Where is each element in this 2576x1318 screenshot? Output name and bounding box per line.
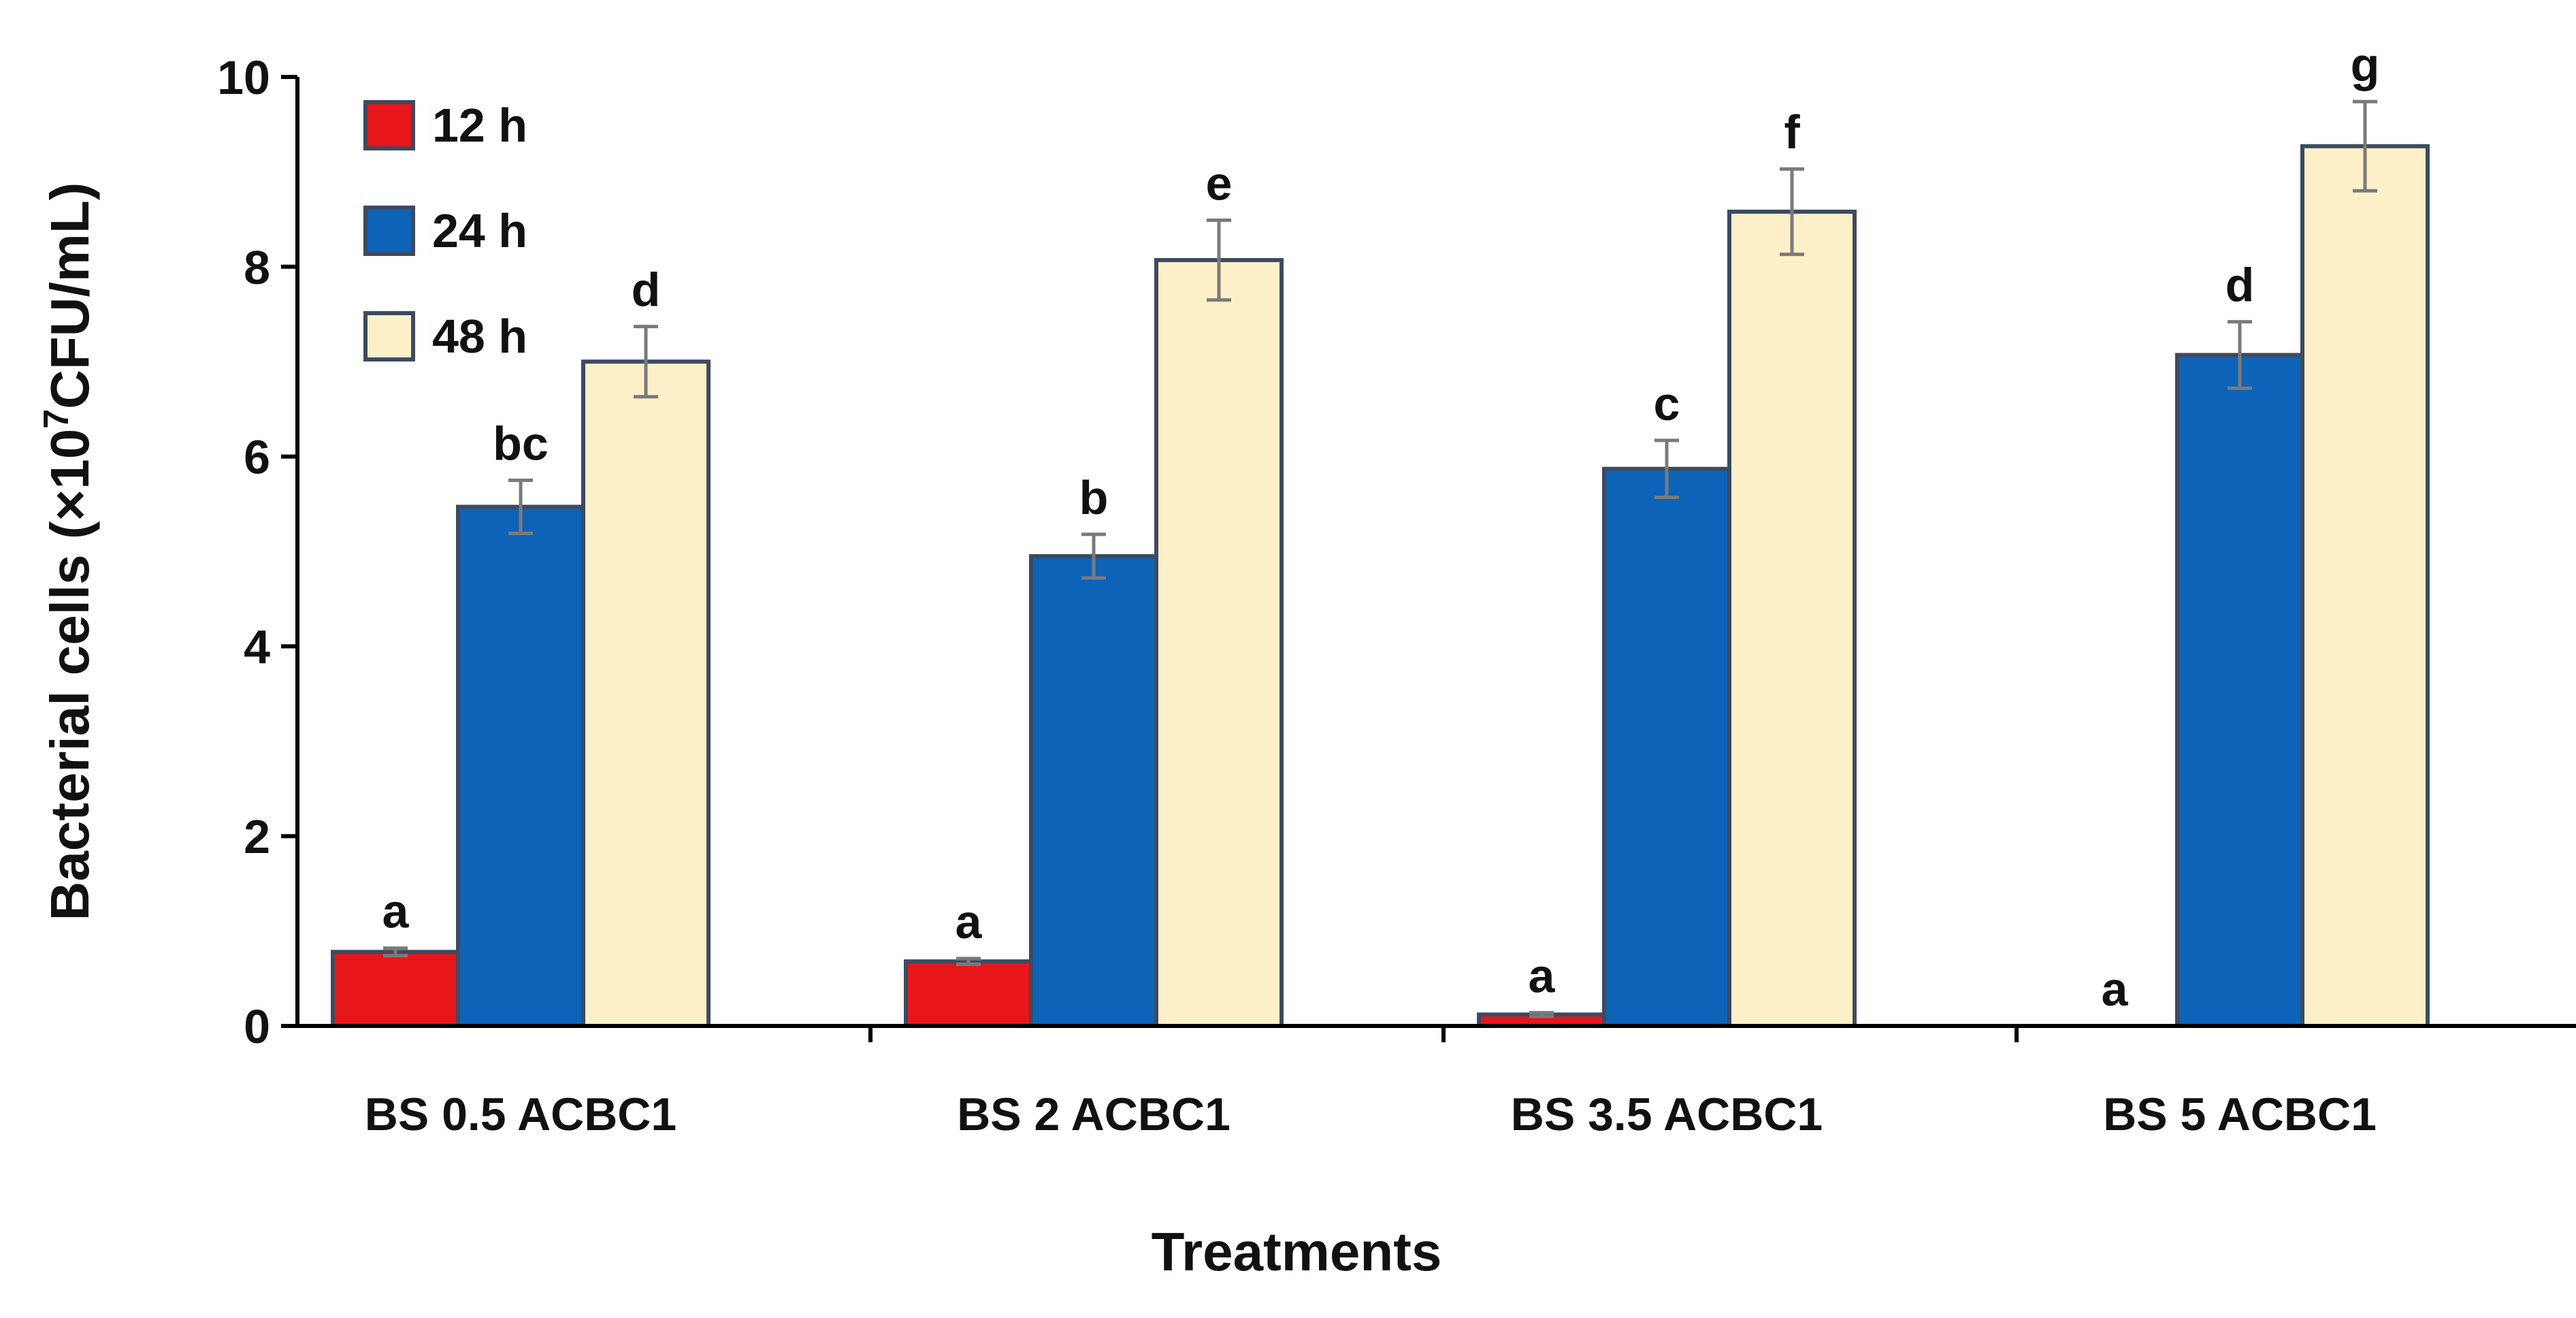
legend-swatch: [363, 206, 415, 256]
bar: [904, 959, 1033, 1029]
significance-label: e: [1206, 157, 1233, 210]
axes: [295, 77, 2576, 1028]
legend-label: 24 h: [432, 204, 527, 257]
y-tick-label: 2: [244, 810, 270, 863]
y-tick-label: 4: [244, 620, 270, 673]
legend-swatch: [363, 311, 415, 361]
significance-label: d: [2226, 259, 2255, 312]
y-tick-label: 6: [244, 431, 270, 484]
significance-label: a: [1529, 949, 1556, 1002]
significance-label: a: [382, 885, 410, 938]
significance-label: d: [632, 263, 661, 317]
significance-label: a: [2102, 963, 2129, 1016]
bar: [1727, 209, 1857, 1028]
bar: [1029, 553, 1158, 1028]
bar: [2175, 353, 2304, 1028]
significance-label: f: [1784, 106, 1800, 159]
significance-label: b: [1079, 471, 1109, 524]
y-tick-label: 0: [244, 1000, 270, 1053]
bar: [331, 950, 460, 1028]
significance-label: bc: [493, 417, 549, 470]
y-axis-title: Bacterial cells (×107CFU/mL): [37, 182, 100, 921]
significance-label: g: [2351, 38, 2380, 91]
legend-label: 48 h: [432, 310, 527, 363]
x-tick-label: BS 3.5 ACBC1: [1511, 1089, 1823, 1140]
significance-label: a: [956, 895, 983, 948]
bar: [1154, 258, 1284, 1028]
bar: [581, 359, 711, 1028]
bar: [456, 504, 585, 1028]
bar: [1602, 466, 1731, 1028]
y-axis-title-exponent: 7: [37, 409, 76, 429]
x-tick-label: BS 5 ACBC1: [2103, 1089, 2377, 1140]
y-axis-title-base: Bacterial cells (×10: [39, 429, 100, 921]
legend-swatch: [363, 100, 415, 150]
x-ticks: BS 0.5 ACBC1 BS 2 ACBC1 BS 3.5 ACBC1 BS 5 A…: [365, 1026, 2377, 1140]
y-tick-label: 8: [244, 241, 270, 294]
bar: [2300, 144, 2430, 1029]
y-tick-label: 10: [217, 51, 270, 104]
x-tick-label: BS 0.5 ACBC1: [365, 1089, 677, 1140]
y-ticks: 0 2 4 6 8 10: [217, 51, 297, 1053]
legend-label: 12 h: [432, 99, 527, 152]
y-axis-title-unit: CFU/mL): [39, 182, 100, 409]
x-tick-label: BS 2 ACBC1: [957, 1089, 1230, 1140]
x-axis-title: Treatments: [1152, 1221, 1442, 1282]
legend: 12 h 24 h 48 h: [363, 99, 527, 363]
significance-label: c: [1654, 377, 1680, 430]
